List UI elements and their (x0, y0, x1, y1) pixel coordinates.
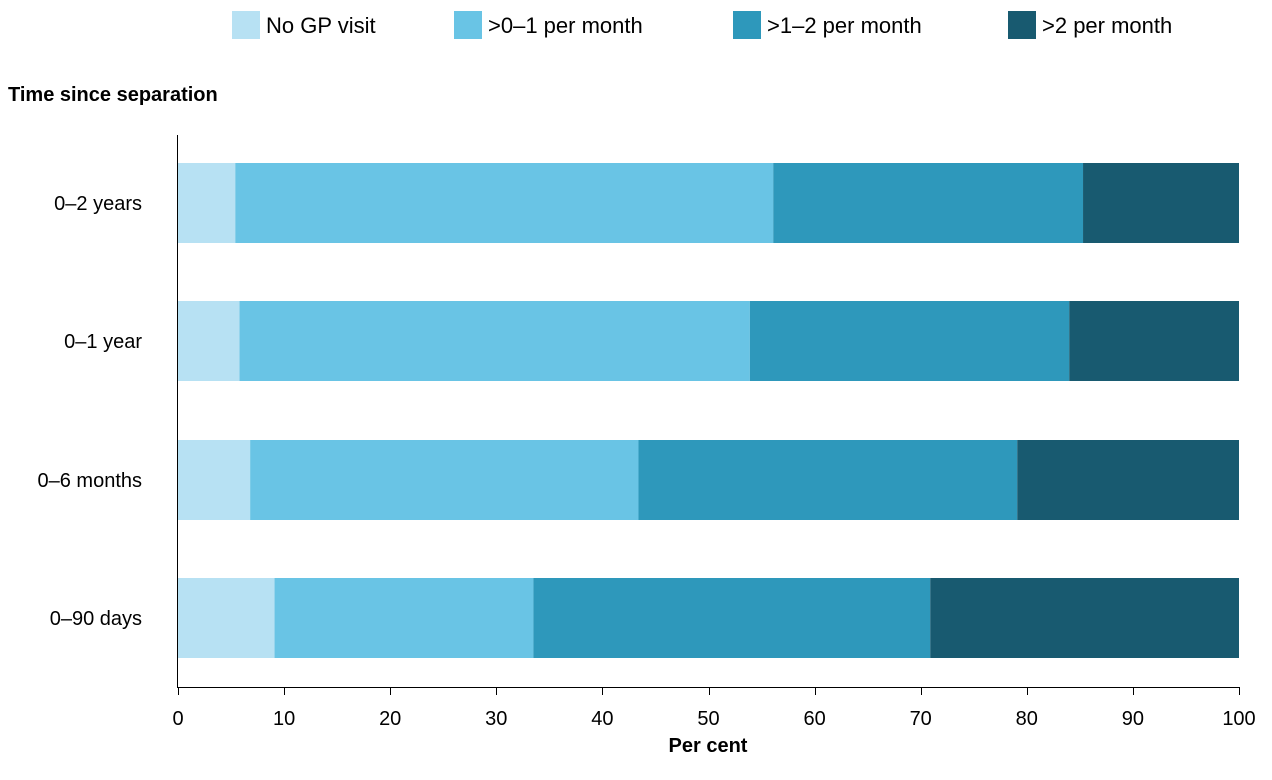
bar-segment-1-0 (178, 301, 240, 381)
legend-swatch (454, 11, 482, 39)
x-tick-label: 80 (1016, 708, 1038, 730)
x-tick-label: 90 (1122, 708, 1144, 730)
category-label: 0–6 months (37, 470, 142, 492)
bar-segment-3-2 (533, 578, 931, 658)
bar-segment-1-1 (239, 301, 750, 381)
x-tick-label: 10 (273, 708, 295, 730)
y-axis-title: Time since separation (8, 84, 218, 106)
x-tick-label: 40 (591, 708, 613, 730)
bars (178, 163, 1239, 658)
bar-segment-0-2 (773, 163, 1084, 243)
legend-label: No GP visit (266, 13, 376, 38)
x-tick-label: 20 (379, 708, 401, 730)
legend: No GP visit >0–1 per month >1–2 per month >… (232, 11, 1172, 39)
x-tick-label: 30 (485, 708, 507, 730)
bar-segment-3-1 (274, 578, 534, 658)
legend-swatch (733, 11, 761, 39)
bar-segment-0-1 (235, 163, 774, 243)
x-tick-label: 0 (172, 708, 183, 730)
bar-segment-1-2 (749, 301, 1070, 381)
category-label: 0–2 years (54, 193, 142, 215)
bar-segment-2-2 (638, 440, 1018, 520)
bar-segment-2-1 (250, 440, 639, 520)
bar-segment-1-3 (1069, 301, 1239, 381)
x-tick-label: 60 (803, 708, 825, 730)
bar-segment-2-3 (1017, 440, 1239, 520)
x-tick-label: 70 (910, 708, 932, 730)
bar-segment-0-0 (178, 163, 236, 243)
x-axis-title: Per cent (669, 735, 748, 757)
legend-label: >0–1 per month (488, 13, 643, 38)
category-labels: 0–2 years 0–1 year 0–6 months 0–90 days (37, 193, 142, 630)
legend-label: >1–2 per month (767, 13, 922, 38)
legend-swatch (1008, 11, 1036, 39)
bar-segment-3-3 (930, 578, 1239, 658)
bar-segment-2-0 (178, 440, 251, 520)
bar-segment-0-3 (1083, 163, 1239, 243)
x-tick-label: 50 (697, 708, 719, 730)
category-label: 0–1 year (64, 331, 142, 353)
legend-label: >2 per month (1042, 13, 1172, 38)
x-tick-label: 100 (1222, 708, 1255, 730)
legend-swatch (232, 11, 260, 39)
x-axis-ticks: 0 10 20 30 40 50 60 70 80 90 100 (172, 688, 1256, 730)
category-label: 0–90 days (50, 608, 142, 630)
bar-segment-3-0 (178, 578, 275, 658)
